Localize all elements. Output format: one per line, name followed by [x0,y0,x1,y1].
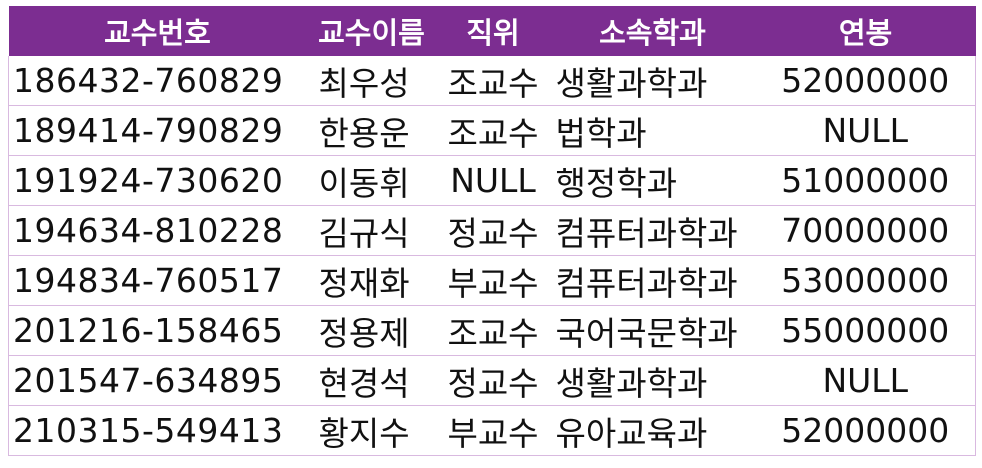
professor-table: 교수번호 교수이름 직위 소속학과 연봉 186432-760829 최우성 조… [8,6,976,456]
cell-department: 행정학과 [549,155,756,206]
cell-position: NULL [436,155,550,206]
cell-professor-id: 194634-810228 [8,205,307,256]
cell-department: 법학과 [549,105,756,156]
column-header-position: 직위 [436,6,550,56]
cell-position: 조교수 [436,305,550,356]
table-row: 201547-634895 현경석 정교수 생활과학과 NULL [8,355,976,406]
table-row: 186432-760829 최우성 조교수 생활과학과 52000000 [8,56,976,106]
cell-position: 정교수 [436,205,550,256]
table-row: 189414-790829 한용운 조교수 법학과 NULL [8,105,976,156]
cell-professor-id: 191924-730620 [8,155,307,206]
table-row: 191924-730620 이동휘 NULL 행정학과 51000000 [8,155,976,206]
cell-professor-name: 김규식 [306,205,437,256]
cell-professor-id: 189414-790829 [8,105,307,156]
cell-professor-name: 정재화 [306,255,437,306]
cell-department: 컴퓨터과학과 [549,255,756,306]
cell-professor-id: 186432-760829 [8,56,307,106]
table-row: 194634-810228 김규식 정교수 컴퓨터과학과 70000000 [8,205,976,256]
cell-salary: 52000000 [755,56,976,106]
cell-professor-name: 한용운 [306,105,437,156]
column-header-department: 소속학과 [549,6,756,56]
table-row: 194834-760517 정재화 부교수 컴퓨터과학과 53000000 [8,255,976,306]
column-header-professor-id: 교수번호 [8,6,307,56]
cell-professor-name: 황지수 [306,405,437,456]
header-row: 교수번호 교수이름 직위 소속학과 연봉 [8,6,976,56]
cell-position: 부교수 [436,255,550,306]
cell-salary: NULL [755,105,976,156]
cell-position: 조교수 [436,105,550,156]
cell-professor-name: 현경석 [306,355,437,406]
cell-salary: NULL [755,355,976,406]
cell-salary: 55000000 [755,305,976,356]
cell-professor-id: 210315-549413 [8,405,307,456]
cell-department: 생활과학과 [549,355,756,406]
cell-professor-name: 최우성 [306,56,437,106]
cell-professor-id: 201547-634895 [8,355,307,406]
column-header-professor-name: 교수이름 [306,6,437,56]
cell-professor-id: 194834-760517 [8,255,307,306]
cell-department: 생활과학과 [549,56,756,106]
cell-position: 부교수 [436,405,550,456]
cell-department: 컴퓨터과학과 [549,205,756,256]
cell-salary: 52000000 [755,405,976,456]
cell-department: 유아교육과 [549,405,756,456]
table-row: 201216-158465 정용제 조교수 국어국문학과 55000000 [8,305,976,356]
cell-professor-name: 이동휘 [306,155,437,206]
cell-salary: 70000000 [755,205,976,256]
cell-professor-id: 201216-158465 [8,305,307,356]
cell-position: 정교수 [436,355,550,406]
cell-department: 국어국문학과 [549,305,756,356]
cell-professor-name: 정용제 [306,305,437,356]
cell-salary: 51000000 [755,155,976,206]
column-header-salary: 연봉 [755,6,976,56]
table-row: 210315-549413 황지수 부교수 유아교육과 52000000 [8,405,976,456]
cell-position: 조교수 [436,56,550,106]
cell-salary: 53000000 [755,255,976,306]
